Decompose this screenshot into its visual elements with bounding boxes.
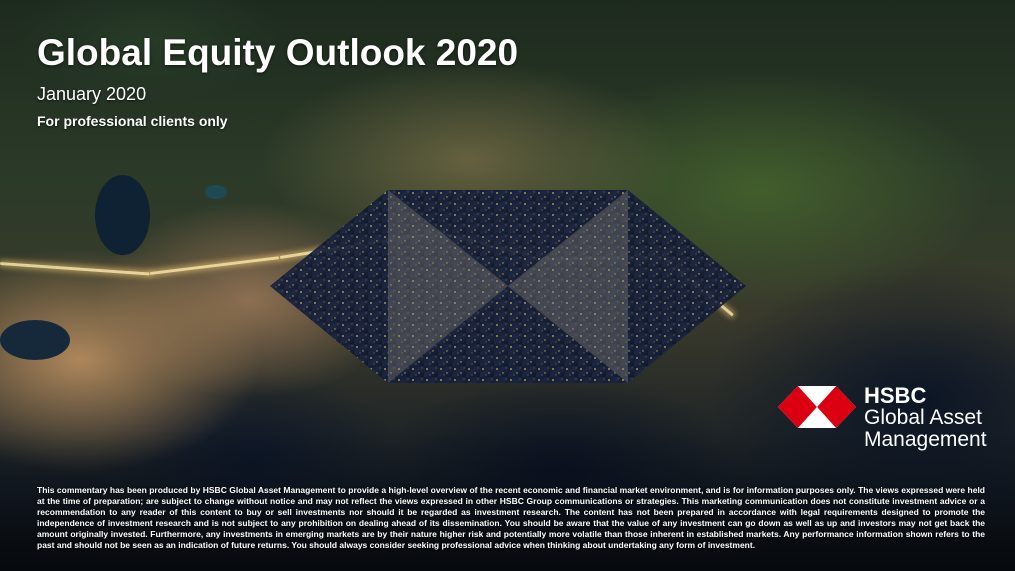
disclaimer-text: This commentary has been produced by HSB… — [37, 485, 985, 550]
aral-sea — [205, 185, 227, 199]
hsbc-hexagon-icon — [778, 386, 856, 428]
logo-brand: HSBC — [864, 383, 927, 408]
hsbc-hexagon-night-lights-graphic — [270, 190, 746, 383]
audience-note: For professional clients only — [37, 113, 228, 129]
logo-line-2: Management — [864, 428, 987, 451]
slide-title: Global Equity Outlook 2020 — [37, 32, 519, 73]
caspian-sea — [95, 175, 150, 255]
slide-date: January 2020 — [37, 84, 147, 104]
logo-line-1: Global Asset — [864, 406, 982, 429]
logo-wordmark: HSBC Global Asset Management — [864, 385, 987, 451]
persian-gulf — [0, 320, 70, 360]
